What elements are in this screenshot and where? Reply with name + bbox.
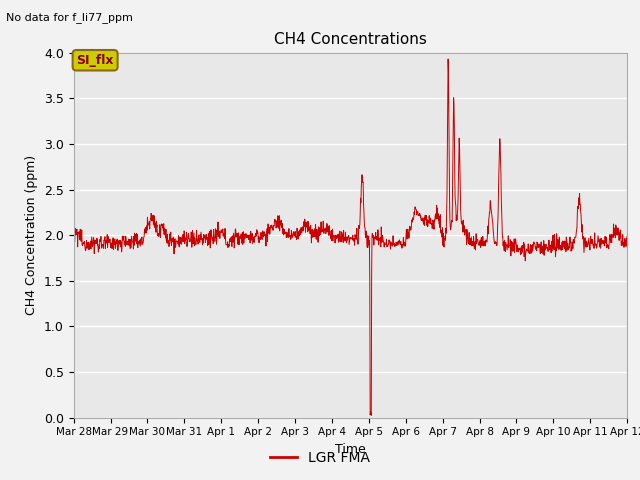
X-axis label: Time: Time [335,443,366,456]
Text: No data for f_li77_ppm: No data for f_li77_ppm [6,12,133,23]
Text: SI_flx: SI_flx [76,54,114,67]
Title: CH4 Concentrations: CH4 Concentrations [274,33,427,48]
Legend: LGR FMA: LGR FMA [264,445,376,471]
Y-axis label: CH4 Concentration (ppm): CH4 Concentration (ppm) [26,155,38,315]
